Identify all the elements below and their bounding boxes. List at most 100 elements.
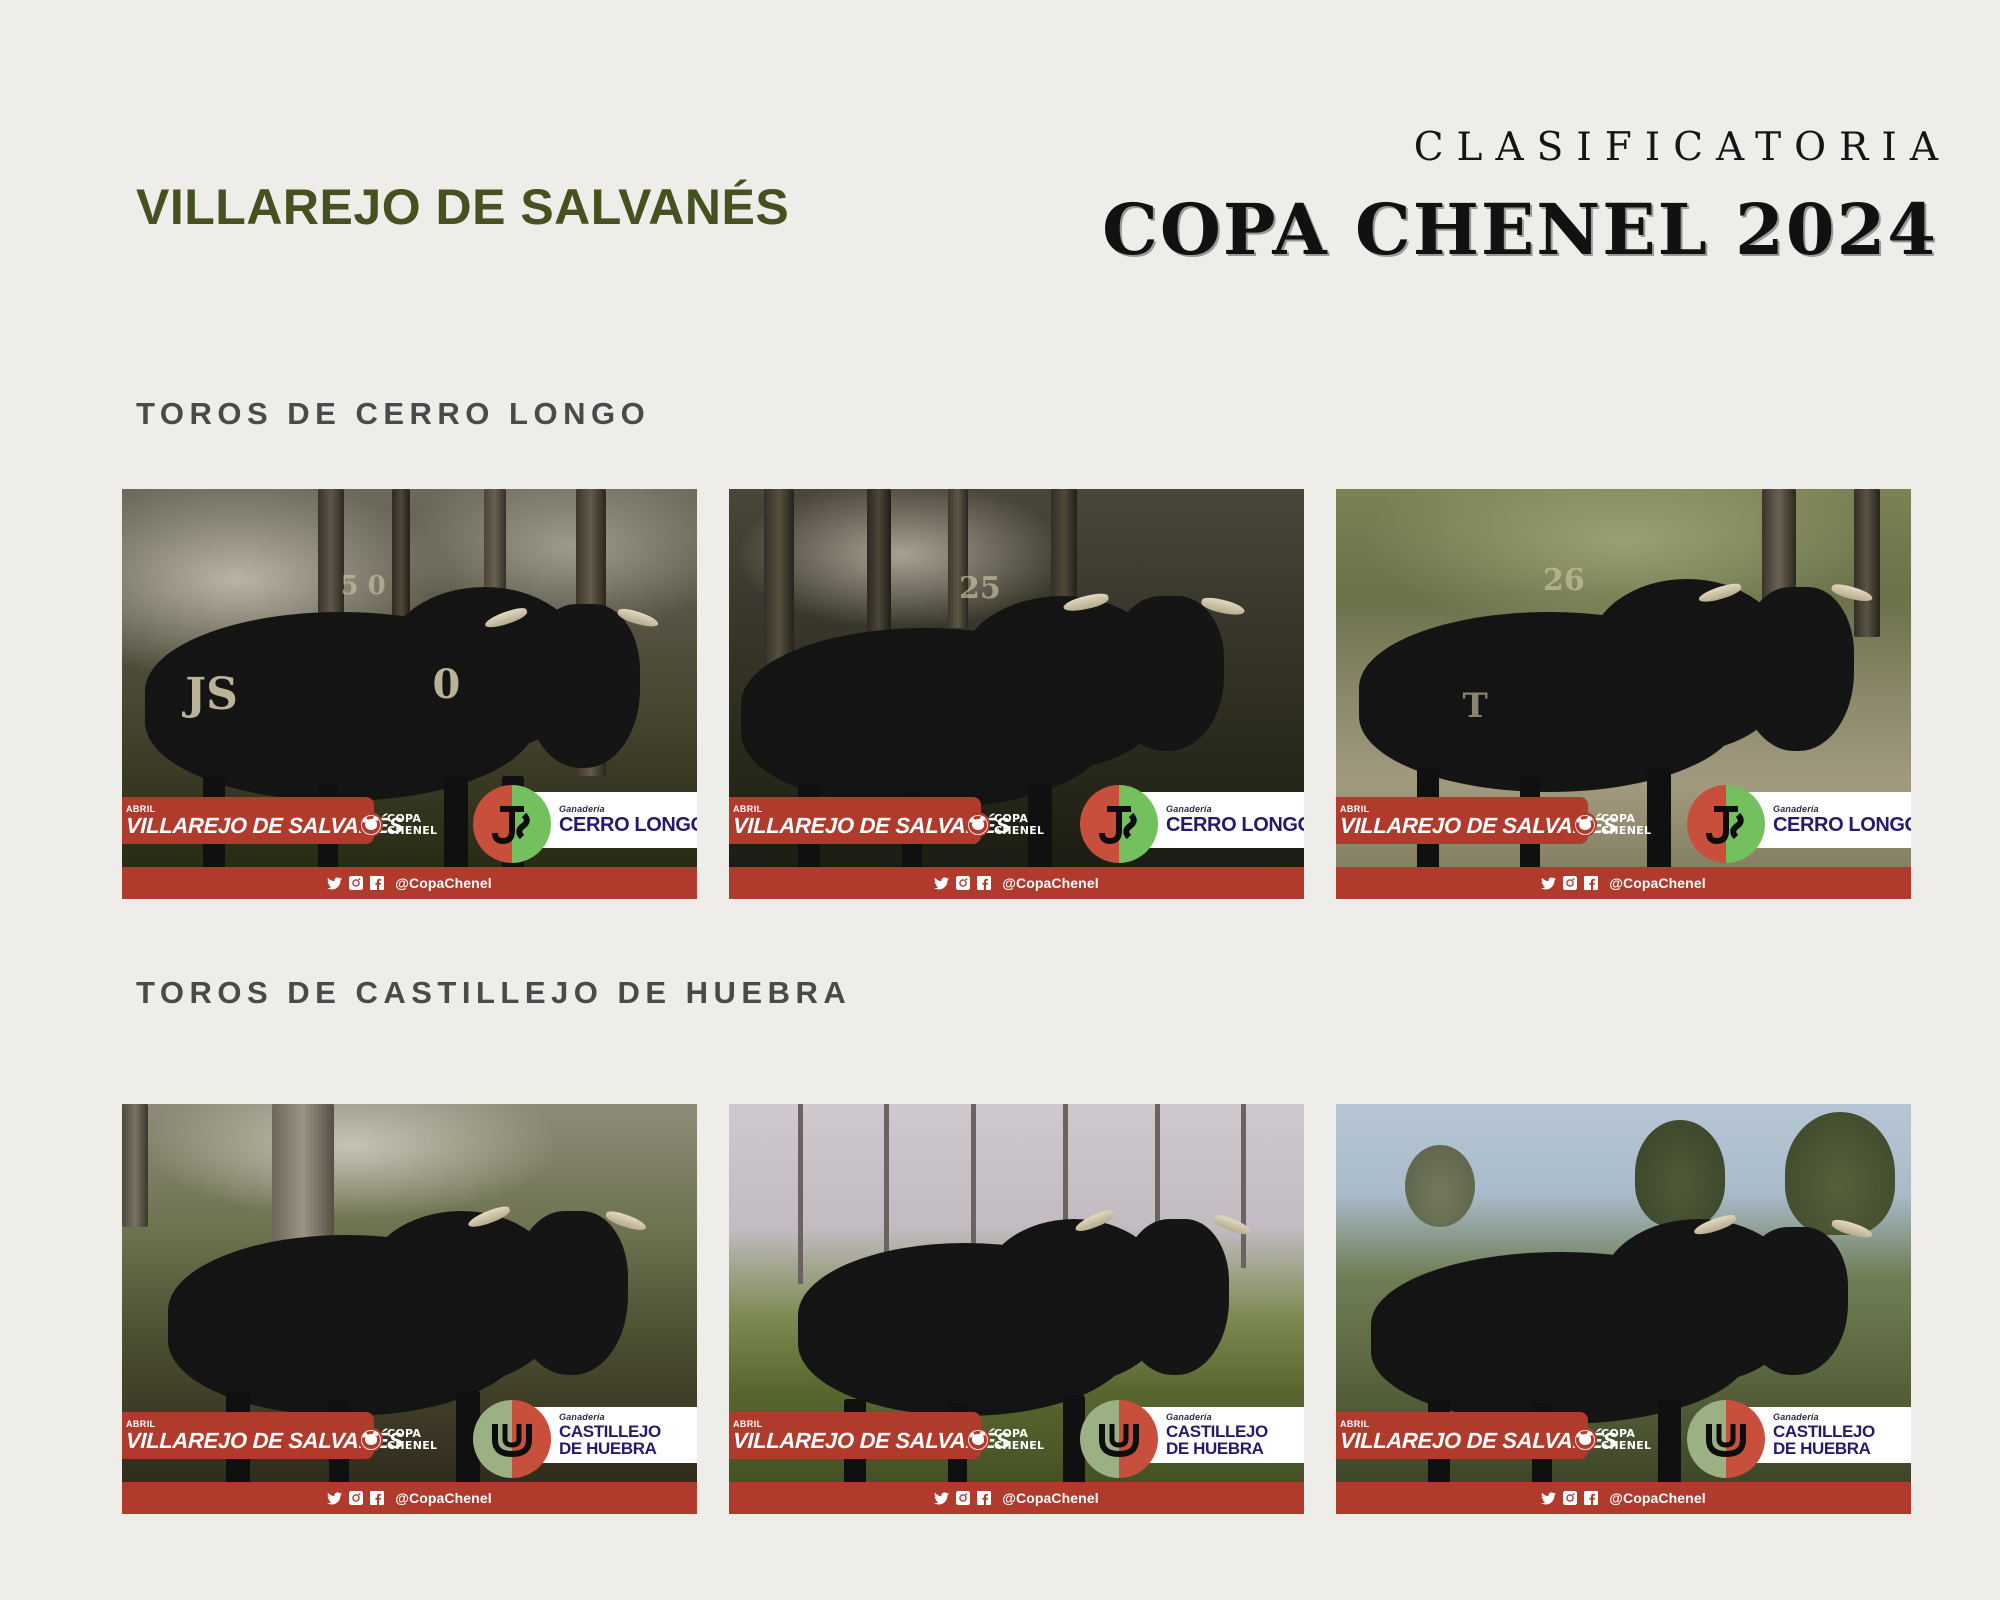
copa-logo-text: COPA CHENEL bbox=[387, 1427, 438, 1452]
page-title: VILLAREJO DE SALVANÉS bbox=[136, 179, 790, 235]
banner-town: VILLAREJO DE SALVANÉS bbox=[1339, 812, 1618, 838]
ranch-plate: Ganadería CASTILLEJO DE HUEBRA bbox=[521, 1407, 697, 1463]
instagram-icon[interactable] bbox=[1563, 876, 1578, 890]
bull-card[interactable]: JS 0 5 0 ABRIL VILLAREJO DE SALVANÉS COP… bbox=[122, 489, 697, 899]
ganaderia-label: Ganadería bbox=[1166, 803, 1212, 814]
banner-date: ABRIL bbox=[1340, 1418, 1370, 1429]
facebook-icon[interactable] bbox=[977, 1491, 992, 1505]
copa-chenel-logo: COPA CHENEL bbox=[1572, 1427, 1651, 1452]
banner-town: VILLAREJO DE SALVANÉS bbox=[1339, 1427, 1618, 1453]
copa-logo-text: COPA CHENEL bbox=[1601, 1427, 1652, 1452]
copa-bull-head-icon bbox=[965, 1427, 990, 1452]
instagram-icon[interactable] bbox=[1563, 1491, 1578, 1505]
copa-logo-text: COPA CHENEL bbox=[1601, 812, 1652, 837]
twitter-icon[interactable] bbox=[1541, 876, 1557, 890]
ranch-badge bbox=[1080, 785, 1158, 863]
social-handle[interactable]: @CopaChenel bbox=[395, 1490, 492, 1506]
banner-date: ABRIL bbox=[126, 803, 156, 814]
town-banner: ABRIL VILLAREJO DE SALVANÉS bbox=[729, 797, 1011, 844]
copa-logo-text: COPA CHENEL bbox=[994, 1427, 1045, 1452]
copa-bull-head-icon bbox=[358, 1427, 383, 1452]
event-header: CLASIFICATORIA COPA CHENEL 2024 bbox=[1102, 128, 1938, 267]
facebook-icon[interactable] bbox=[977, 876, 992, 890]
ranch-badge bbox=[473, 785, 551, 863]
bull-card[interactable]: ABRIL VILLAREJO DE SALVANÉS COPA CHENEL … bbox=[729, 1104, 1304, 1514]
twitter-icon[interactable] bbox=[327, 1491, 343, 1505]
bull-card[interactable]: 26 T ABRIL VILLAREJO DE SALVANÉS COPA CH… bbox=[1336, 489, 1911, 899]
twitter-icon[interactable] bbox=[934, 876, 950, 890]
social-handle[interactable]: @CopaChenel bbox=[395, 875, 492, 891]
ranch-name: CASTILLEJO DE HUEBRA bbox=[1773, 1422, 1875, 1458]
branding-iron-js-icon bbox=[1080, 785, 1158, 863]
branding-iron-js-icon bbox=[473, 785, 551, 863]
facebook-icon[interactable] bbox=[370, 876, 385, 890]
town-banner: ABRIL VILLAREJO DE SALVANÉS bbox=[1336, 797, 1618, 844]
ranch-name: CERRO LONGO bbox=[1773, 813, 1911, 836]
copa-chenel-logo: COPA CHENEL bbox=[358, 812, 437, 837]
ranch-plate: Ganadería CASTILLEJO DE HUEBRA bbox=[1128, 1407, 1304, 1463]
banner-town: VILLAREJO DE SALVANÉS bbox=[125, 812, 404, 838]
ranch-badge bbox=[1687, 785, 1765, 863]
ranch-badge bbox=[1080, 1400, 1158, 1478]
copa-bull-head-icon bbox=[1572, 812, 1597, 837]
social-handle[interactable]: @CopaChenel bbox=[1609, 875, 1706, 891]
ranch-name: CASTILLEJO DE HUEBRA bbox=[1166, 1422, 1268, 1458]
ranch-badge bbox=[473, 1400, 551, 1478]
ganaderia-label: Ganadería bbox=[559, 1412, 605, 1423]
social-handle[interactable]: @CopaChenel bbox=[1609, 1490, 1706, 1506]
twitter-icon[interactable] bbox=[1541, 1491, 1557, 1505]
social-strip: @CopaChenel bbox=[122, 867, 697, 899]
social-strip: @CopaChenel bbox=[122, 1482, 697, 1514]
town-banner: ABRIL VILLAREJO DE SALVANÉS bbox=[122, 797, 404, 844]
banner-town: VILLAREJO DE SALVANÉS bbox=[732, 1427, 1011, 1453]
instagram-icon[interactable] bbox=[956, 876, 971, 890]
banner-town: VILLAREJO DE SALVANÉS bbox=[732, 812, 1011, 838]
bull-card[interactable]: 25 ABRIL VILLAREJO DE SALVANÉS COPA CHEN… bbox=[729, 489, 1304, 899]
town-banner: ABRIL VILLAREJO DE SALVANÉS bbox=[122, 1412, 404, 1459]
social-strip: @CopaChenel bbox=[1336, 867, 1911, 899]
horseshoe-u-icon bbox=[1080, 1400, 1158, 1478]
bull-card[interactable]: ABRIL VILLAREJO DE SALVANÉS COPA CHENEL … bbox=[122, 1104, 697, 1514]
facebook-icon[interactable] bbox=[370, 1491, 385, 1505]
copa-bull-head-icon bbox=[1572, 1427, 1597, 1452]
social-strip: @CopaChenel bbox=[729, 1482, 1304, 1514]
copa-bull-head-icon bbox=[358, 812, 383, 837]
copa-logo-text: COPA CHENEL bbox=[994, 812, 1045, 837]
branding-iron-js-icon bbox=[1687, 785, 1765, 863]
ranch-name: CERRO LONGO bbox=[1166, 813, 1304, 836]
instagram-icon[interactable] bbox=[349, 876, 364, 890]
banner-date: ABRIL bbox=[126, 1418, 156, 1429]
facebook-icon[interactable] bbox=[1584, 1491, 1599, 1505]
banner-date: ABRIL bbox=[733, 803, 763, 814]
banner-date: ABRIL bbox=[733, 1418, 763, 1429]
town-banner: ABRIL VILLAREJO DE SALVANÉS bbox=[729, 1412, 1011, 1459]
ganaderia-label: Ganadería bbox=[559, 803, 605, 814]
instagram-icon[interactable] bbox=[956, 1491, 971, 1505]
social-strip: @CopaChenel bbox=[729, 867, 1304, 899]
social-handle[interactable]: @CopaChenel bbox=[1002, 875, 1099, 891]
town-banner: ABRIL VILLAREJO DE SALVANÉS bbox=[1336, 1412, 1618, 1459]
twitter-icon[interactable] bbox=[934, 1491, 950, 1505]
ganaderia-label: Ganadería bbox=[1773, 803, 1819, 814]
copa-chenel-logo: COPA CHENEL bbox=[358, 1427, 437, 1452]
instagram-icon[interactable] bbox=[349, 1491, 364, 1505]
copa-logo-text: COPA CHENEL bbox=[387, 812, 438, 837]
bull-photo: 26 T bbox=[1336, 489, 1911, 899]
copa-chenel-logo: COPA CHENEL bbox=[1572, 812, 1651, 837]
horseshoe-u-icon bbox=[1687, 1400, 1765, 1478]
ranch-name: CERRO LONGO bbox=[559, 813, 697, 836]
ranch-badge bbox=[1687, 1400, 1765, 1478]
ranch-name: CASTILLEJO DE HUEBRA bbox=[559, 1422, 661, 1458]
ranch-plate: Ganadería CASTILLEJO DE HUEBRA bbox=[1735, 1407, 1911, 1463]
event-kicker: CLASIFICATORIA bbox=[1413, 125, 1951, 170]
ganaderia-label: Ganadería bbox=[1773, 1412, 1819, 1423]
banner-date: ABRIL bbox=[1340, 803, 1370, 814]
banner-town: VILLAREJO DE SALVANÉS bbox=[125, 1427, 404, 1453]
card-row-cerro-longo: JS 0 5 0 ABRIL VILLAREJO DE SALVANÉS COP… bbox=[122, 489, 1912, 899]
facebook-icon[interactable] bbox=[1584, 876, 1599, 890]
bull-photo: JS 0 5 0 bbox=[122, 489, 697, 899]
bull-card[interactable]: ABRIL VILLAREJO DE SALVANÉS COPA CHENEL … bbox=[1336, 1104, 1911, 1514]
twitter-icon[interactable] bbox=[327, 876, 343, 890]
social-handle[interactable]: @CopaChenel bbox=[1002, 1490, 1099, 1506]
